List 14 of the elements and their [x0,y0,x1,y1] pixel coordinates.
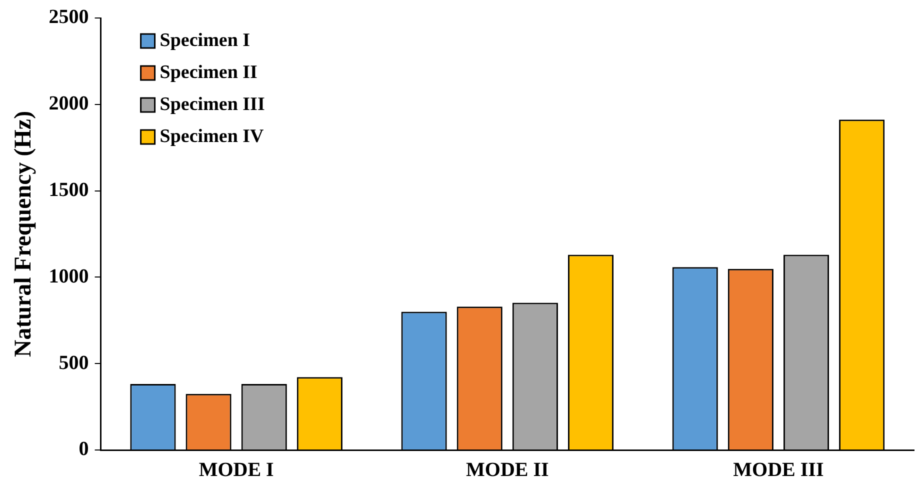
legend-label: Specimen I [160,30,250,51]
y-tick-label: 1000 [48,265,89,288]
y-axis-title: Natural Frequency (Hz) [10,110,37,358]
y-tick-label: 0 [78,438,89,460]
x-tick-label: MODE II [466,459,549,482]
y-tick-label: 1500 [48,178,89,201]
y-tick-label: 2500 [48,6,89,28]
x-tick-label: MODE I [198,459,274,482]
legend-label: Specimen III [160,94,265,115]
y-tick-label: 500 [58,352,89,374]
y-tick-label: 2000 [48,92,89,115]
legend-label: Specimen IV [160,126,264,147]
x-tick-label: MODE III [733,459,824,482]
legend-label: Specimen II [160,62,258,83]
